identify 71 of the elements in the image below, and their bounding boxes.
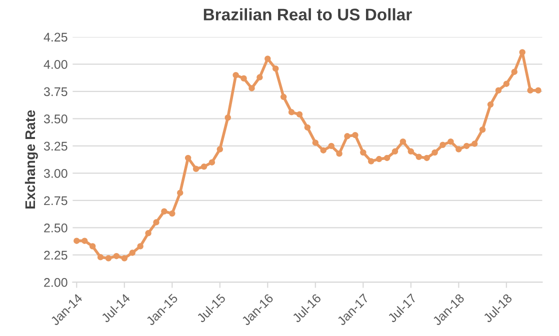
point: [224, 114, 231, 121]
point: [97, 254, 104, 260]
y-tick-label: 2.50: [44, 224, 68, 232]
point: [495, 87, 502, 94]
y-tick-label: 3.50: [44, 114, 68, 124]
y-axis-title: Exchange Rate: [24, 110, 38, 208]
point: [304, 124, 311, 131]
point: [432, 149, 438, 156]
point: [192, 166, 200, 172]
point: [145, 230, 152, 236]
point: [344, 133, 350, 140]
point: [232, 72, 239, 78]
point: [368, 158, 374, 164]
point: [408, 148, 414, 155]
point: [360, 149, 366, 156]
y-tick-label: 2.75: [44, 196, 68, 206]
point: [320, 147, 326, 154]
point: [113, 252, 120, 260]
point: [479, 126, 486, 133]
point: [256, 74, 263, 80]
point: [161, 208, 168, 215]
y-tick-label: 4.25: [44, 32, 68, 42]
y-tick-label: 4.00: [44, 60, 68, 69]
point: [400, 138, 406, 145]
point: [272, 65, 279, 72]
point: [74, 238, 80, 244]
y-tick-label: 2.25: [44, 250, 68, 260]
point: [511, 68, 518, 75]
point: [424, 154, 430, 162]
point: [328, 142, 334, 150]
point: [448, 138, 454, 145]
point: [176, 190, 184, 196]
point: [336, 150, 342, 157]
point: [105, 255, 112, 262]
point: [129, 250, 136, 256]
y-tick-label: 3.75: [44, 87, 68, 96]
chart-title: Brazilian Real to US Dollar: [204, 8, 412, 20]
point: [248, 85, 255, 92]
point: [312, 140, 319, 146]
point: [416, 154, 422, 160]
y-tick-label: 2.00: [44, 278, 68, 287]
y-tick-label: 3.00: [44, 169, 68, 178]
point: [376, 156, 382, 162]
y-tick-label: 3.25: [44, 142, 68, 151]
point: [208, 159, 216, 166]
point: [280, 94, 287, 100]
point: [456, 146, 462, 152]
point: [384, 154, 390, 162]
point: [503, 80, 510, 87]
point: [121, 255, 128, 262]
point: [527, 87, 534, 94]
point: [535, 87, 542, 94]
point: [89, 243, 96, 250]
point: [519, 49, 526, 56]
point: [440, 142, 446, 148]
point: [264, 56, 271, 62]
point: [352, 132, 358, 138]
point: [240, 75, 247, 82]
point: [137, 243, 144, 250]
point: [169, 210, 176, 217]
point: [216, 146, 224, 152]
point: [487, 101, 494, 108]
point: [200, 164, 208, 170]
point: [153, 219, 160, 226]
point: [463, 142, 470, 150]
point: [392, 148, 398, 155]
point: [296, 111, 303, 118]
point: [471, 140, 478, 147]
point: [81, 238, 88, 244]
point: [184, 154, 192, 162]
point: [288, 109, 295, 116]
